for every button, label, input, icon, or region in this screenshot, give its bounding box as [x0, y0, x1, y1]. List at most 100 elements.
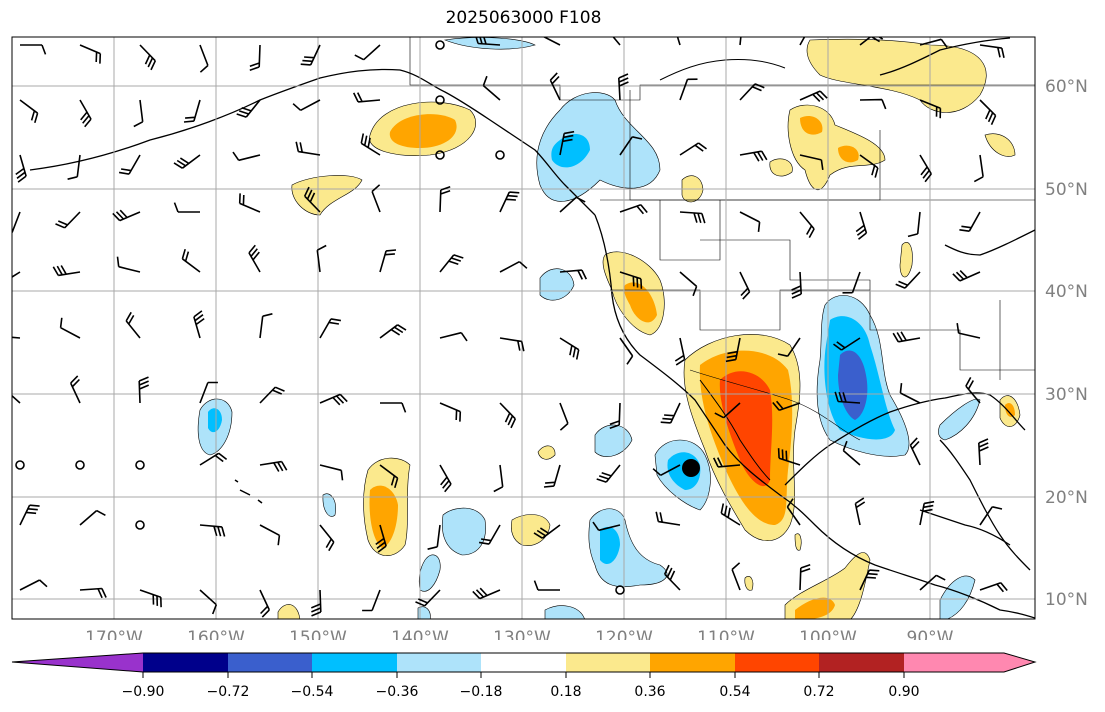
- positive-anomaly-core: [389, 114, 457, 148]
- wind-barb: [979, 506, 1003, 526]
- calm-wind-circle: [15, 460, 25, 470]
- wind-barb: [559, 402, 569, 431]
- wind-barb: [439, 402, 462, 422]
- wind-barb: [499, 191, 520, 213]
- wind-barb: [183, 99, 201, 123]
- wind-barb: [592, 521, 621, 532]
- colorbar-segment: [143, 653, 228, 672]
- wind-barb: [979, 582, 1008, 593]
- calm-wind-circle: [615, 585, 625, 595]
- lon-label-90w: 90°W: [907, 628, 954, 640]
- wind-barb: [799, 211, 815, 238]
- positive-anomaly-region: [769, 158, 793, 177]
- lat-label-60n: 60°N: [1045, 77, 1088, 97]
- negative-anomaly-core: [600, 526, 620, 565]
- wind-barb: [67, 154, 81, 180]
- wind-barb: [833, 337, 861, 351]
- wind-barb: [193, 310, 205, 339]
- wind-barb: [859, 154, 879, 178]
- wind-barb: [533, 524, 561, 539]
- lon-label-100w: 100°W: [799, 628, 857, 640]
- wind-barb: [859, 98, 887, 110]
- wind-barb: [612, 37, 621, 46]
- storm-center-marker: [682, 459, 700, 477]
- colorbar-segment: [819, 653, 904, 672]
- wind-barb: [895, 271, 921, 289]
- wind-barb: [79, 509, 106, 526]
- wind-barb: [739, 83, 765, 101]
- wind-barb: [439, 331, 468, 342]
- wind-barb: [118, 154, 141, 175]
- wind-barb: [559, 196, 586, 213]
- positive-anomaly-region: [511, 514, 551, 546]
- colorbar-label: −0.72: [207, 684, 250, 700]
- wind-barb: [116, 256, 141, 273]
- colorbar-segment: [312, 653, 397, 672]
- calm-wind-circle: [75, 460, 85, 470]
- wind-barb: [439, 186, 451, 213]
- positive-anomaly-core: [800, 115, 823, 135]
- wind-barb: [859, 37, 886, 46]
- colorbar-label: −0.54: [291, 684, 334, 700]
- anomaly-fill-layer: [197, 37, 1021, 619]
- wind-barb: [739, 211, 761, 232]
- wind-barb: [352, 92, 381, 103]
- wind-barb: [739, 150, 768, 162]
- wind-barb: [731, 562, 741, 591]
- colorbar-label: 0.72: [803, 684, 834, 700]
- colorbar-segment: [397, 653, 481, 672]
- wind-barb: [609, 402, 621, 429]
- colorbar-label: −0.18: [460, 684, 503, 700]
- positive-anomaly-region: [794, 533, 802, 551]
- colorbar-label: 0.54: [719, 684, 750, 700]
- wind-barb: [499, 337, 525, 352]
- wind-barb: [559, 337, 580, 360]
- wind-barb: [295, 141, 321, 156]
- positive-anomaly-region: [984, 133, 1016, 157]
- wind-barb: [79, 99, 92, 128]
- calm-wind-circles: [15, 40, 625, 595]
- calm-wind-circle: [435, 150, 445, 160]
- wind-barb: [199, 524, 226, 537]
- colorbar-segment: [904, 653, 1004, 672]
- wind-barb: [79, 587, 107, 599]
- wind-barb: [799, 564, 811, 591]
- wind-barb: [909, 437, 921, 466]
- wind-barb: [238, 193, 261, 213]
- wind-barb: [959, 211, 981, 232]
- lat-label-40n: 40°N: [1045, 282, 1088, 302]
- wind-barb: [379, 324, 407, 339]
- calm-wind-circle: [495, 150, 505, 160]
- wind-barb: [139, 589, 162, 608]
- colorbar-extend-low: [12, 653, 143, 672]
- wind-barb: [842, 271, 861, 294]
- wind-barb: [952, 270, 981, 282]
- wind-barb: [181, 248, 201, 273]
- wind-barb: [499, 402, 517, 429]
- wind-barb: [380, 402, 407, 413]
- wind-barb: [69, 375, 81, 404]
- positive-anomaly-region: [277, 604, 301, 619]
- map-title: 2025063000 F108: [445, 8, 602, 28]
- colorbar-extend-high: [1004, 653, 1035, 672]
- positive-anomaly-core: [1005, 403, 1015, 417]
- wind-barb: [619, 136, 643, 156]
- colorbar-label: −0.90: [122, 684, 165, 700]
- wind-barb: [859, 569, 880, 591]
- negative-anomaly-region: [594, 424, 633, 457]
- wind-barb: [139, 44, 157, 71]
- wind-barb: [472, 587, 501, 600]
- lon-label-140w: 140°W: [391, 628, 449, 640]
- wind-barb: [371, 184, 381, 213]
- wind-barb: [19, 504, 40, 526]
- calm-wind-circle: [435, 40, 445, 50]
- wind-barb: [679, 78, 698, 101]
- wind-barb: [173, 154, 201, 169]
- lon-label-160w: 160°W: [187, 628, 245, 640]
- wind-barb: [259, 524, 281, 546]
- wind-barb: [791, 271, 802, 299]
- wind-barb: [919, 154, 932, 183]
- wind-barb: [714, 402, 741, 419]
- calm-wind-circle: [135, 520, 145, 530]
- wind-barb: [799, 90, 828, 102]
